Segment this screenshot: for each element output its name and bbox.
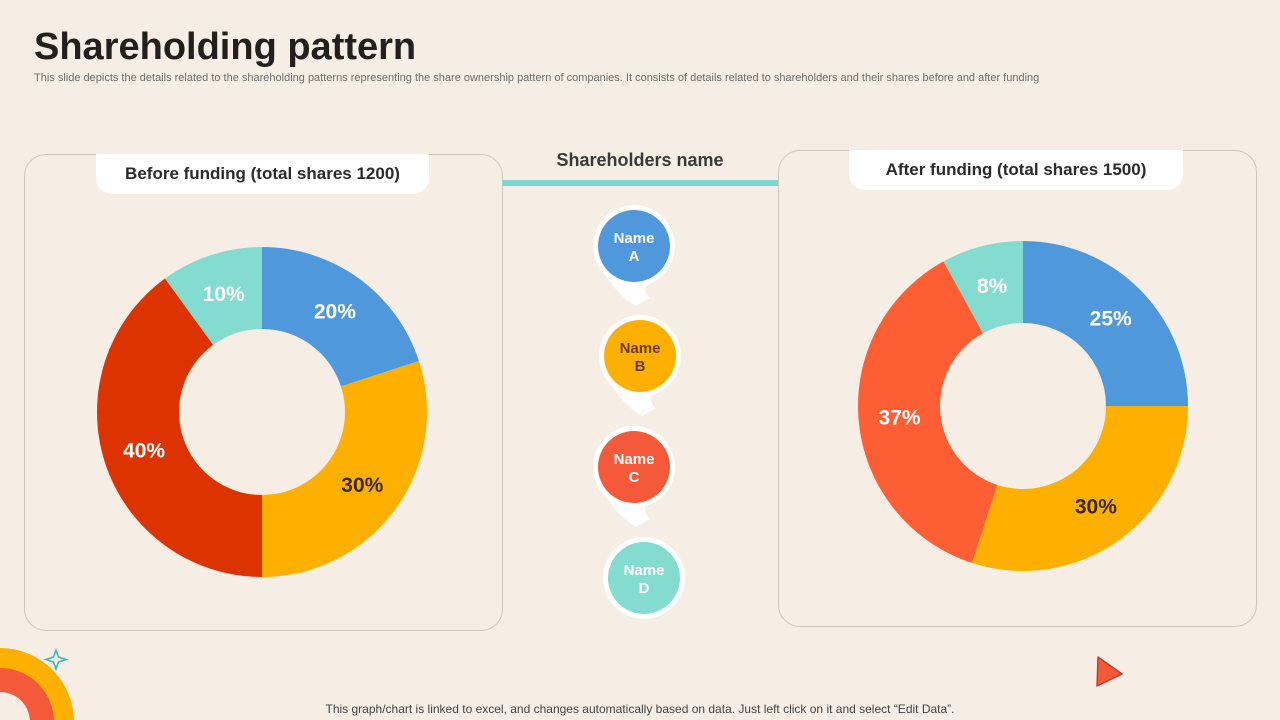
sparkle-icon (43, 647, 69, 672)
before-slice-b[interactable] (262, 361, 427, 577)
legend-dot (604, 320, 676, 392)
legend-title-underline (502, 180, 778, 186)
legend-label-line2: A (629, 248, 640, 265)
legend-label-line2: D (639, 580, 650, 597)
page-subtitle: This slide depicts the details related t… (34, 72, 1040, 84)
legend-dot (598, 431, 670, 503)
legend-label-line1: Name (620, 340, 661, 357)
before-funding-title: Before funding (total shares 1200) (96, 154, 429, 194)
after-funding-title: After funding (total shares 1500) (849, 150, 1183, 190)
after-label-b: 30% (1075, 495, 1117, 518)
after-funding-donut[interactable]: 25% 30% 37% 8% (858, 241, 1188, 571)
before-slice-a[interactable] (262, 247, 419, 387)
before-slice-d[interactable] (165, 247, 262, 345)
legend-label-line1: Name (614, 230, 655, 247)
page-title: Shareholding pattern (34, 26, 417, 68)
legend-dot (608, 542, 680, 614)
before-label-a: 20% (314, 301, 356, 324)
decor-arc-icon (0, 648, 74, 720)
footer-note: This graph/chart is linked to excel, and… (325, 702, 955, 716)
legend-title: Shareholders name (556, 150, 724, 170)
legend-label-line2: B (635, 358, 646, 375)
after-label-a: 25% (1090, 307, 1132, 330)
after-label-d: 8% (977, 275, 1008, 298)
before-label-b: 30% (341, 474, 383, 497)
before-slice-c[interactable] (97, 278, 262, 577)
legend-label-line2: C (629, 469, 640, 486)
after-slice-a[interactable] (1023, 241, 1188, 406)
after-slice-c[interactable] (858, 261, 998, 563)
before-funding-donut[interactable]: 20% 30% 40% 10% (97, 247, 427, 577)
after-slice-d[interactable] (943, 241, 1023, 334)
before-label-c: 40% (123, 439, 165, 462)
after-slice-b[interactable] (972, 406, 1188, 571)
before-label-d: 10% (203, 283, 245, 306)
after-label-c: 37% (879, 407, 921, 430)
triangle-icon (1096, 656, 1123, 687)
legend-dot (598, 210, 670, 282)
legend-label-line1: Name (624, 562, 665, 579)
legend-label-line1: Name (614, 451, 655, 468)
